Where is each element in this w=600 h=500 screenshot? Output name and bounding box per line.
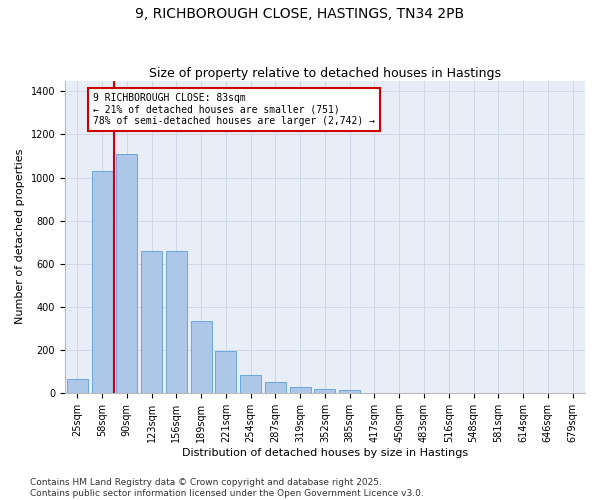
Y-axis label: Number of detached properties: Number of detached properties [15, 149, 25, 324]
Bar [240, 374, 261, 393]
Bar [265, 382, 286, 393]
Text: 9 RICHBOROUGH CLOSE: 83sqm
← 21% of detached houses are smaller (751)
78% of sem: 9 RICHBOROUGH CLOSE: 83sqm ← 21% of deta… [92, 92, 374, 126]
Bar [67, 379, 88, 393]
Bar [116, 154, 137, 393]
Title: Size of property relative to detached houses in Hastings: Size of property relative to detached ho… [149, 66, 501, 80]
Bar [191, 320, 212, 393]
X-axis label: Distribution of detached houses by size in Hastings: Distribution of detached houses by size … [182, 448, 468, 458]
Bar [339, 390, 360, 393]
Bar [92, 171, 113, 393]
Bar [166, 251, 187, 393]
Bar [141, 251, 162, 393]
Bar [290, 388, 311, 393]
Text: Contains HM Land Registry data © Crown copyright and database right 2025.
Contai: Contains HM Land Registry data © Crown c… [30, 478, 424, 498]
Text: 9, RICHBOROUGH CLOSE, HASTINGS, TN34 2PB: 9, RICHBOROUGH CLOSE, HASTINGS, TN34 2PB [136, 8, 464, 22]
Bar [314, 388, 335, 393]
Bar [215, 351, 236, 393]
